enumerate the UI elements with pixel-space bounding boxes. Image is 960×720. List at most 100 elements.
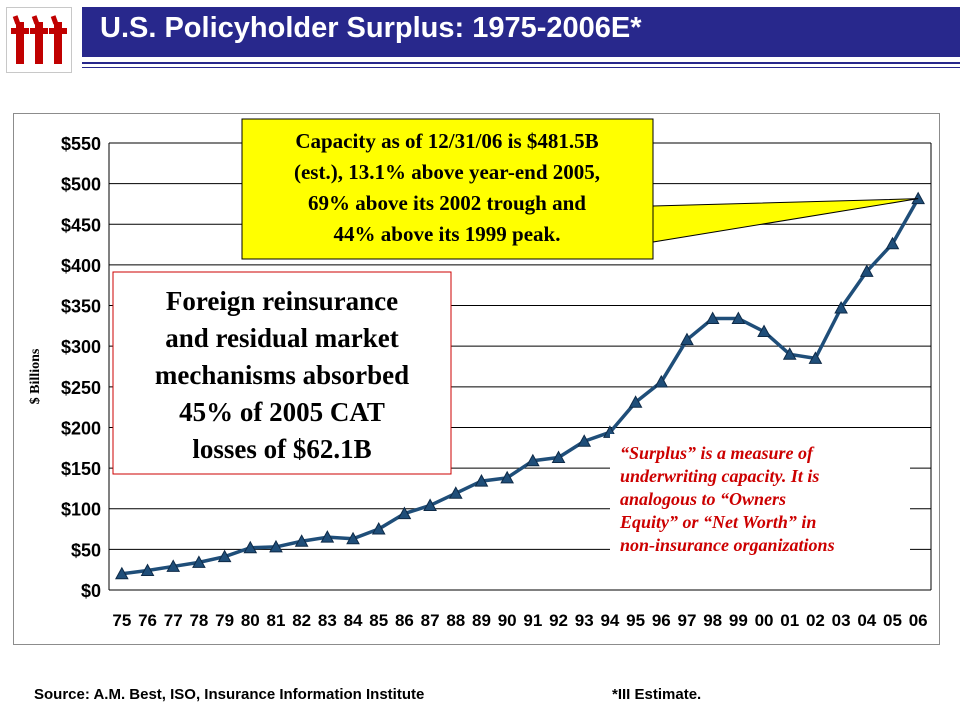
- x-tick-label: 87: [421, 611, 440, 630]
- callout-pointer: [652, 198, 919, 243]
- surplus-note-text: analogous to “Owners: [620, 489, 786, 509]
- data-point-marker: [448, 486, 463, 499]
- surplus-note-text: underwriting capacity. It is: [620, 466, 819, 486]
- series-line: [121, 197, 920, 576]
- surplus-line-chart: $0 $50 $100 $150 $200 $250 $300 $350 $400 $450 $50…: [28, 118, 932, 630]
- surplus-note-text: non-insurance organizations: [620, 535, 835, 555]
- y-tick-label: $150: [61, 459, 101, 479]
- data-point-marker: [166, 559, 181, 572]
- chart-container: $0 $50 $100 $150 $200 $250 $300 $350 $400 $450 $50…: [13, 113, 940, 645]
- x-tick-label: 06: [909, 611, 928, 630]
- x-tick-label: 99: [729, 611, 748, 630]
- y-tick-label: $300: [61, 337, 101, 357]
- y-tick-label: $200: [61, 418, 101, 438]
- surplus-note-text: Equity” or “Net Worth” in: [619, 512, 816, 532]
- data-point-marker: [217, 549, 232, 563]
- y-tick-label: $350: [61, 297, 101, 317]
- y-tick-label: $100: [61, 500, 101, 520]
- reinsurance-note-box: [112, 271, 452, 475]
- data-point-marker: [243, 540, 258, 554]
- x-tick-label: 82: [292, 611, 311, 630]
- data-point-marker: [423, 498, 437, 511]
- reinsurance-note-text: 45% of 2005 CAT: [179, 397, 385, 427]
- data-point-marker: [346, 531, 360, 545]
- capacity-callout-text: (est.), 13.1% above year-end 2005,: [294, 160, 600, 184]
- y-tick-label: $250: [61, 378, 101, 398]
- data-point-marker: [526, 453, 540, 467]
- surplus-note-box: [610, 434, 910, 576]
- data-point-marker: [320, 530, 335, 543]
- x-tick-label: 00: [755, 611, 774, 630]
- y-tick-label: $0: [81, 581, 101, 601]
- reinsurance-note-text: and residual market: [165, 323, 399, 353]
- data-point-marker: [628, 395, 643, 408]
- data-point-marker: [371, 522, 386, 535]
- y-tick-label: $400: [61, 256, 101, 276]
- x-tick-label: 04: [857, 611, 876, 630]
- x-tick-label: 92: [549, 611, 568, 630]
- x-tick-label: 78: [189, 611, 208, 630]
- y-tick-label: $450: [61, 215, 101, 235]
- data-point-marker: [500, 470, 514, 484]
- data-point-marker: [859, 264, 874, 277]
- data-point-marker: [731, 311, 746, 325]
- x-tick-label: 01: [780, 611, 799, 630]
- x-tick-label: 80: [241, 611, 260, 630]
- data-point-marker: [140, 563, 155, 576]
- capacity-callout-text: 44% above its 1999 peak.: [334, 222, 561, 246]
- title-bar: [82, 7, 960, 57]
- data-point-marker: [705, 311, 720, 325]
- data-point-marker: [834, 300, 848, 314]
- data-point-marker: [294, 534, 309, 547]
- x-tick-label: 86: [395, 611, 414, 630]
- header-rule-thin: [82, 67, 960, 68]
- data-point-marker: [782, 347, 797, 360]
- source-note: Source: A.M. Best, ISO, Insurance Inform…: [34, 686, 425, 703]
- x-tick-label: 05: [883, 611, 902, 630]
- data-point-marker: [269, 539, 283, 553]
- x-tick-label: 97: [678, 611, 697, 630]
- surplus-note-text: “Surplus” is a measure of: [620, 443, 815, 463]
- iii-logo: [6, 7, 72, 73]
- x-tick-label: 02: [806, 611, 825, 630]
- reinsurance-note-text: Foreign reinsurance: [166, 286, 398, 316]
- data-point-marker: [577, 434, 592, 447]
- capacity-callout-box: [241, 118, 654, 260]
- data-point-marker: [474, 474, 489, 487]
- capacity-callout-text: 69% above its 2002 trough and: [308, 191, 586, 215]
- x-tick-label: 76: [138, 611, 157, 630]
- x-tick-label: 89: [472, 611, 491, 630]
- x-tick-label: 96: [652, 611, 671, 630]
- y-axis-label: $ Billions: [28, 348, 43, 404]
- x-tick-label: 95: [626, 611, 645, 630]
- slide-title: U.S. Policyholder Surplus: 1975-2006E*: [100, 12, 642, 44]
- data-point-marker: [680, 332, 694, 346]
- data-point-marker: [115, 566, 129, 580]
- reinsurance-note-text: mechanisms absorbed: [155, 360, 409, 390]
- x-tick-label: 77: [164, 611, 183, 630]
- x-tick-label: 75: [112, 611, 131, 630]
- y-tick-label: $550: [61, 134, 101, 154]
- data-point-marker: [192, 555, 206, 568]
- data-point-marker: [654, 374, 669, 388]
- capacity-callout-text: Capacity as of 12/31/06 is $481.5B: [295, 129, 598, 153]
- y-tick-label: $500: [61, 175, 101, 195]
- y-tick-label: $50: [71, 540, 101, 560]
- header-rule: [82, 62, 960, 64]
- x-tick-label: 81: [267, 611, 286, 630]
- estimate-footnote: *III Estimate.: [612, 686, 702, 703]
- data-point-marker: [885, 236, 900, 250]
- x-tick-label: 91: [523, 611, 542, 630]
- data-point-marker: [551, 450, 566, 464]
- x-tick-label: 84: [344, 611, 363, 630]
- x-tick-label: 88: [446, 611, 465, 630]
- x-tick-label: 93: [575, 611, 594, 630]
- x-tick-label: 79: [215, 611, 234, 630]
- data-point-marker: [808, 351, 823, 364]
- x-tick-label: 03: [832, 611, 851, 630]
- data-point-marker: [911, 191, 925, 205]
- x-tick-label: 98: [703, 611, 722, 630]
- x-tick-label: 83: [318, 611, 337, 630]
- x-tick-label: 85: [369, 611, 388, 630]
- x-tick-label: 90: [498, 611, 517, 630]
